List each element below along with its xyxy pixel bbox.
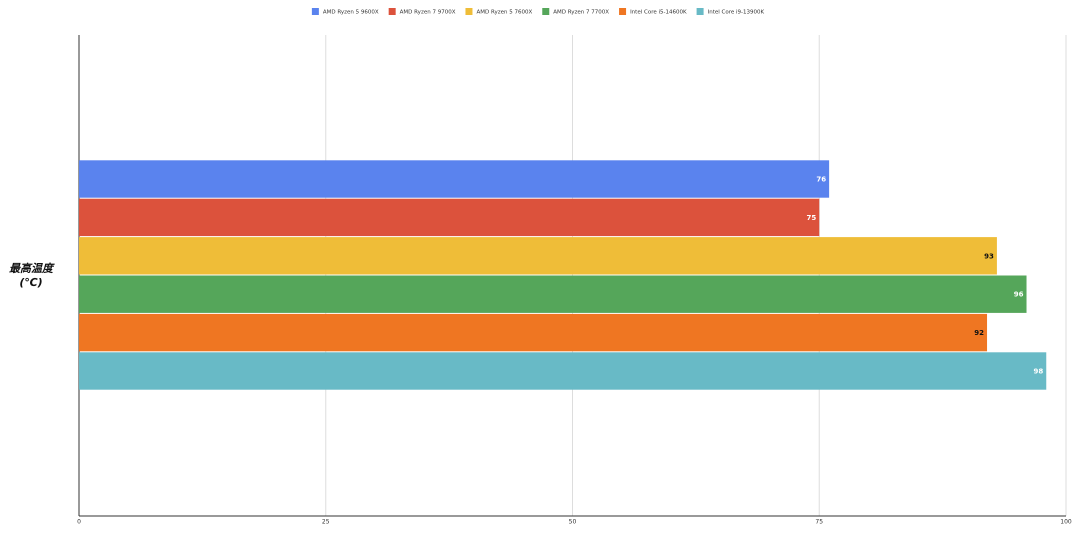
category-label: 最高温度 (℃): [9, 262, 53, 289]
legend-swatch: [696, 8, 704, 15]
data-label: 98: [1034, 368, 1044, 376]
legend-label: Intel Core i9-13900K: [708, 10, 765, 16]
legend-swatch: [619, 8, 627, 15]
data-label: 93: [984, 252, 994, 260]
legend-swatch: [542, 8, 550, 15]
x-tick-label: 25: [322, 519, 330, 526]
legend-label: AMD Ryzen 7 7700X: [553, 10, 609, 16]
legend-label: AMD Ryzen 5 7600X: [476, 10, 532, 16]
bar: [79, 275, 1027, 313]
bar: [79, 352, 1047, 390]
legend-swatch: [465, 8, 473, 15]
data-label: 76: [816, 176, 826, 184]
data-label: 92: [974, 329, 984, 337]
x-tick-label: 100: [1060, 519, 1072, 526]
legend-swatch: [388, 8, 396, 15]
x-tick-label: 75: [815, 519, 823, 526]
bar: [79, 160, 830, 198]
data-label: 75: [807, 214, 817, 222]
bar: [79, 237, 997, 275]
bar: [79, 313, 988, 352]
legend-label: AMD Ryzen 5 9600X: [323, 10, 379, 16]
x-tick-label: 50: [569, 519, 577, 526]
data-label: 96: [1014, 291, 1024, 299]
bar: [79, 198, 820, 237]
legend-label: Intel Core i5-14600K: [630, 10, 687, 16]
legend-swatch: [311, 8, 319, 15]
legend-label: AMD Ryzen 7 9700X: [400, 10, 456, 16]
x-tick-label: 0: [77, 519, 81, 526]
